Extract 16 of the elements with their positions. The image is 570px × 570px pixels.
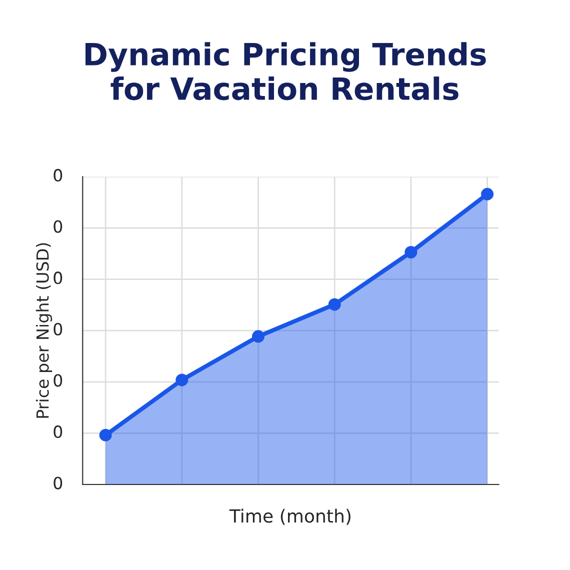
text: 0: [54, 272, 62, 284]
text: 0: [54, 220, 62, 233]
text: 0: [54, 322, 62, 336]
point: [328, 298, 341, 311]
text: 0: [54, 476, 62, 490]
x-axis-title: Time (month): [229, 508, 350, 525]
point: [404, 246, 418, 258]
text: 0: [54, 425, 62, 438]
point: [99, 428, 112, 442]
chart-title: Dynamic Pricing Trends for Vacation Rentals: [86, 42, 486, 100]
y-axis-title: Price per Night (USD): [36, 243, 52, 418]
text: 0: [54, 168, 62, 182]
point: [481, 188, 494, 200]
text: 0: [54, 374, 62, 387]
point: [176, 374, 188, 386]
point: [252, 330, 264, 343]
